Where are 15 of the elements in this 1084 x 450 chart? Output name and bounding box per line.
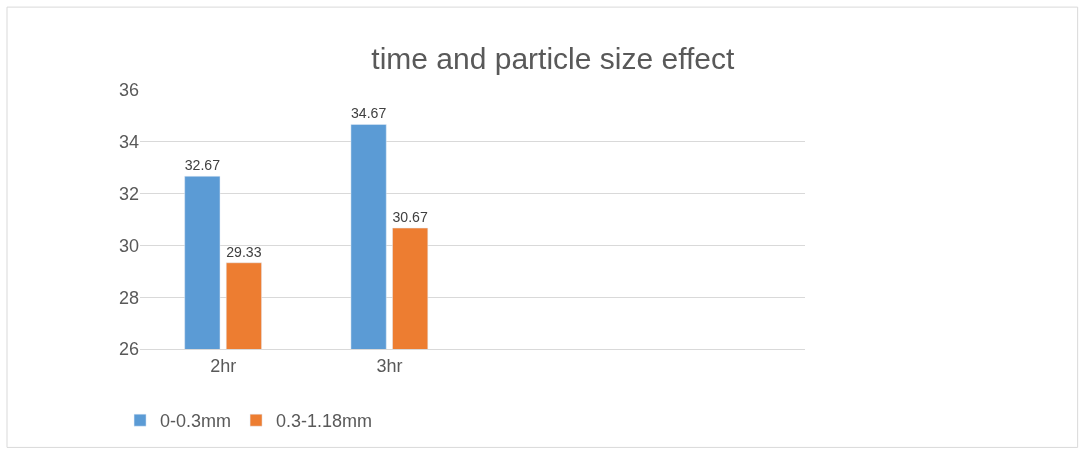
y-tick-label: 28 bbox=[118, 287, 139, 308]
legend-label: 0.3-1.18mm bbox=[276, 411, 373, 432]
data-label: 29.33 bbox=[226, 243, 262, 260]
x-tick-label: 3hr bbox=[376, 355, 403, 376]
y-tick-label: 30 bbox=[118, 235, 139, 256]
y-tick-label: 34 bbox=[118, 132, 139, 153]
x-tick-label: 2hr bbox=[210, 355, 237, 376]
chart-title: time and particle size effect bbox=[371, 42, 735, 75]
data-label: 34.67 bbox=[350, 105, 387, 122]
y-tick-label: 36 bbox=[118, 80, 139, 101]
y-tick-label: 32 bbox=[118, 183, 139, 204]
legend-label: 0-0.3mm bbox=[160, 411, 232, 432]
data-label: 32.67 bbox=[184, 157, 221, 174]
data-label: 30.67 bbox=[392, 208, 428, 225]
y-tick-label: 26 bbox=[118, 339, 139, 360]
